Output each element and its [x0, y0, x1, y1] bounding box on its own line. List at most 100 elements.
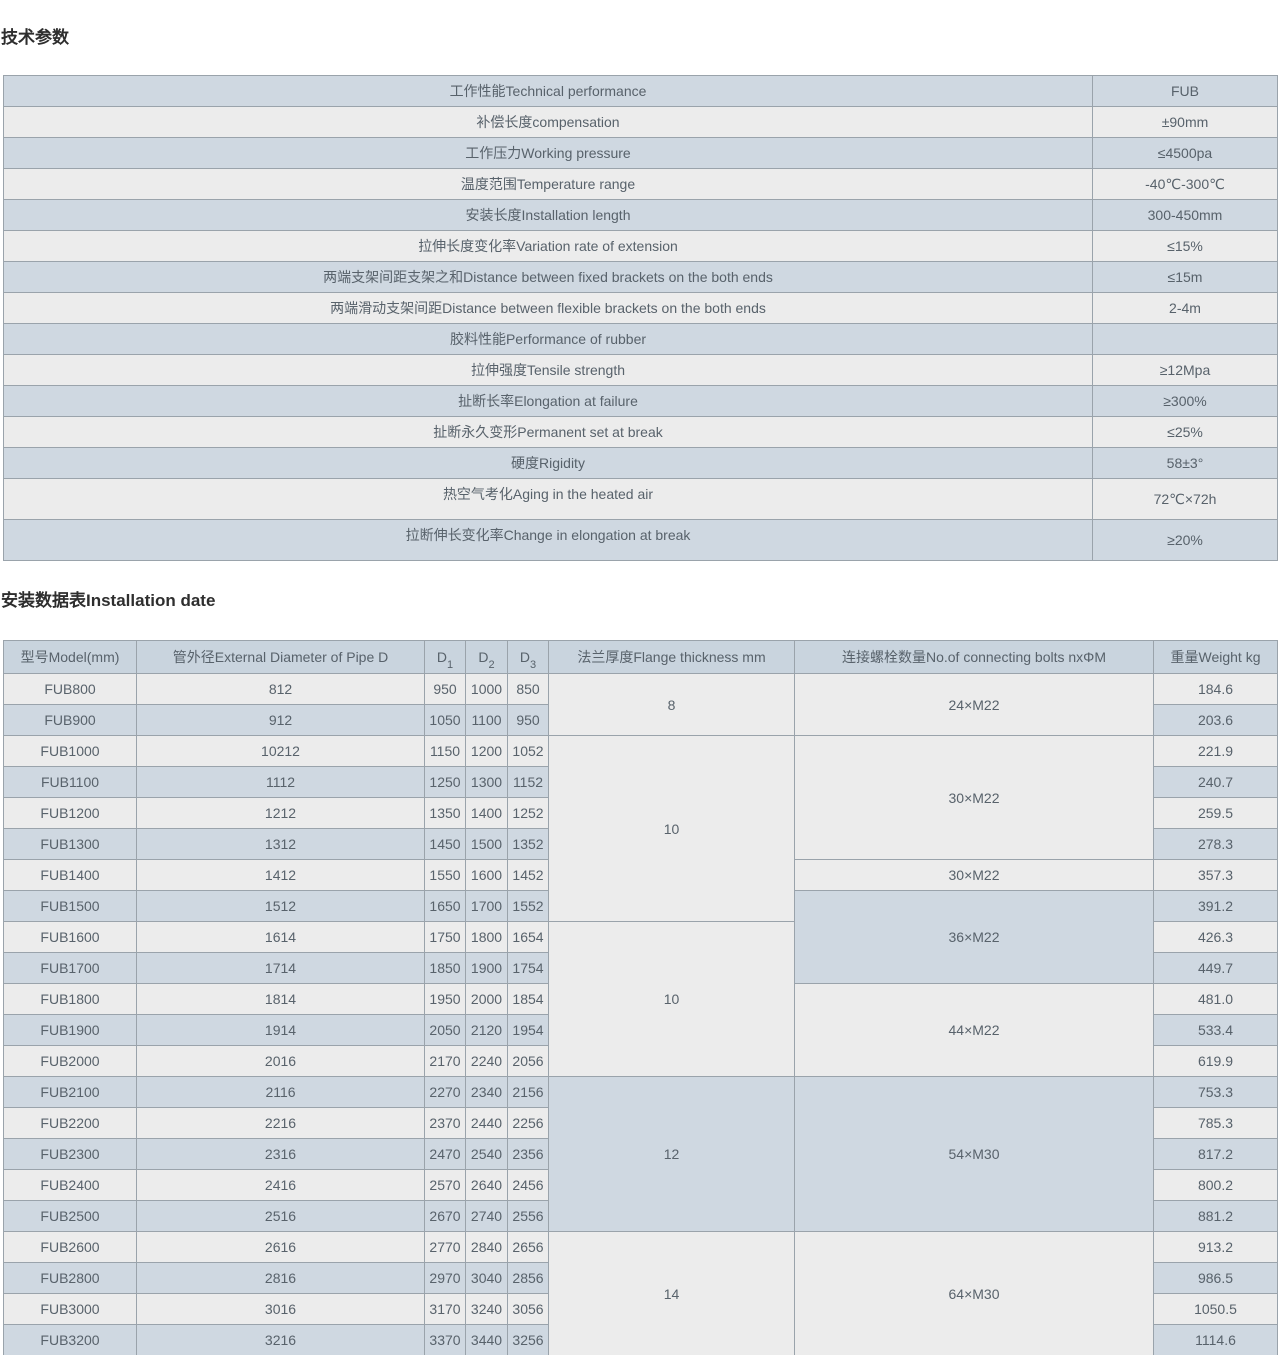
tech-label-cell: 扯断永久变形Permanent set at break	[3, 416, 1093, 448]
installation-table-header: 型号Model(mm) 管外径External Diameter of Pipe…	[3, 640, 1278, 674]
d3-cell: 1052	[507, 735, 549, 767]
d1-cell: 1450	[424, 828, 466, 860]
weight-cell: 391.2	[1153, 890, 1278, 922]
d2-cell: 1700	[465, 890, 508, 922]
d1-cell: 2270	[424, 1076, 466, 1108]
model-cell: FUB2800	[3, 1262, 137, 1294]
model-cell: FUB2200	[3, 1107, 137, 1139]
weight-cell: 203.6	[1153, 704, 1278, 736]
d3-cell: 1654	[507, 921, 549, 953]
tech-value-cell: 58±3°	[1092, 447, 1278, 479]
diameter-cell: 3216	[136, 1324, 425, 1355]
model-cell: FUB2000	[3, 1045, 137, 1077]
weight-cell: 481.0	[1153, 983, 1278, 1015]
flange-thickness-cell: 14	[548, 1231, 795, 1355]
d2-cell: 3440	[465, 1324, 508, 1355]
connecting-bolts-cell: 24×M22	[794, 673, 1154, 736]
d2-cell: 2340	[465, 1076, 508, 1108]
d1-cell: 1050	[424, 704, 466, 736]
diameter-cell: 2416	[136, 1169, 425, 1201]
d2-cell: 2640	[465, 1169, 508, 1201]
model-cell: FUB3000	[3, 1293, 137, 1325]
weight-cell: 1114.6	[1153, 1324, 1278, 1355]
weight-cell: 753.3	[1153, 1076, 1278, 1108]
d2-cell: 1000	[465, 673, 508, 705]
install-row: FUB1500 1512 1650 1700 1552 36×M22 391.2	[3, 890, 1278, 984]
install-row: FUB1100 1112 1250 1300 1152 240.7	[3, 766, 1278, 798]
install-row: FUB1600 1614 1750 1800 1654 10 426.3	[3, 921, 1278, 1077]
d1-cell: 1950	[424, 983, 466, 1015]
d3-cell: 1152	[507, 766, 549, 798]
tech-value-cell: ±90mm	[1092, 106, 1278, 138]
d3-cell: 2356	[507, 1138, 549, 1170]
diameter-cell: 1914	[136, 1014, 425, 1046]
weight-cell: 259.5	[1153, 797, 1278, 829]
weight-cell: 278.3	[1153, 828, 1278, 860]
tech-params-table: 工作性能Technical performance FUB 补偿长度compensa…	[3, 75, 1278, 561]
d1-cell: 950	[424, 673, 466, 705]
d3-cell: 2156	[507, 1076, 549, 1108]
tech-row: 两端支架间距支架之和Distance between fixed bracket…	[3, 261, 1278, 293]
install-row: FUB2600 2616 2770 2840 2656 14 64×M30 913.2	[3, 1231, 1278, 1355]
model-cell: FUB2300	[3, 1138, 137, 1170]
tech-value-cell: ≥12Mpa	[1092, 354, 1278, 386]
d1-cell: 1550	[424, 859, 466, 891]
tech-label-cell: 工作性能Technical performance	[3, 75, 1093, 107]
model-cell: FUB1400	[3, 859, 137, 891]
d2-cell: 2740	[465, 1200, 508, 1232]
connecting-bolts-cell: 30×M22	[794, 735, 1154, 860]
d1-cell: 1650	[424, 890, 466, 922]
d2-cell: 2120	[465, 1014, 508, 1046]
d3-cell: 850	[507, 673, 549, 705]
d1-cell: 1350	[424, 797, 466, 829]
d3-cell: 2456	[507, 1169, 549, 1201]
flange-thickness-cell: 12	[548, 1076, 795, 1232]
diameter-cell: 2616	[136, 1231, 425, 1263]
weight-cell: 817.2	[1153, 1138, 1278, 1170]
model-cell: FUB3200	[3, 1324, 137, 1355]
d3-cell: 1352	[507, 828, 549, 860]
installation-header-row: 型号Model(mm) 管外径External Diameter of Pipe…	[3, 640, 1278, 674]
tech-label-cell: 拉伸长度变化率Variation rate of extension	[3, 230, 1093, 262]
d1-cell: 2570	[424, 1169, 466, 1201]
diameter-cell: 3016	[136, 1293, 425, 1325]
diameter-cell: 1412	[136, 859, 425, 891]
d3-cell: 1854	[507, 983, 549, 1015]
tech-row: 硬度Rigidity 58±3°	[3, 447, 1278, 479]
d1-cell: 3170	[424, 1293, 466, 1325]
install-row: FUB800 812 950 1000 850 8 24×M22 184.6	[3, 673, 1278, 736]
d3-cell: 3056	[507, 1293, 549, 1325]
model-cell: FUB1600	[3, 921, 137, 953]
connecting-bolts-cell: 54×M30	[794, 1076, 1154, 1232]
d3-cell: 1452	[507, 859, 549, 891]
weight-cell: 881.2	[1153, 1200, 1278, 1232]
d1-cell: 1750	[424, 921, 466, 953]
install-row: FUB2000 2016 2170 2240 2056 619.9	[3, 1045, 1278, 1077]
install-row: FUB1200 1212 1350 1400 1252 259.5	[3, 797, 1278, 829]
d3-cell: 2556	[507, 1200, 549, 1232]
model-cell: FUB1100	[3, 766, 137, 798]
tech-label-cell: 温度范围Temperature range	[3, 168, 1093, 200]
d2-cell: 3040	[465, 1262, 508, 1294]
model-cell: FUB2400	[3, 1169, 137, 1201]
tech-value-cell	[1092, 323, 1278, 355]
weight-cell: 357.3	[1153, 859, 1278, 891]
weight-cell: 785.3	[1153, 1107, 1278, 1139]
model-cell: FUB900	[3, 704, 137, 736]
tech-value-cell: FUB	[1092, 75, 1278, 107]
tech-label-cell: 拉伸强度Tensile strength	[3, 354, 1093, 386]
install-row: FUB2800 2816 2970 3040 2856 986.5	[3, 1262, 1278, 1294]
d1-cell: 2770	[424, 1231, 466, 1263]
installation-table: 型号Model(mm) 管外径External Diameter of Pipe…	[3, 640, 1278, 1355]
d1-cell: 1150	[424, 735, 466, 767]
diameter-cell: 1112	[136, 766, 425, 798]
col-header-model: 型号Model(mm)	[3, 640, 137, 674]
install-row: FUB900 912 1050 1100 950 203.6	[3, 704, 1278, 736]
d2-cell: 1200	[465, 735, 508, 767]
d3-cell: 1552	[507, 890, 549, 922]
tech-label-cell: 补偿长度compensation	[3, 106, 1093, 138]
d3-cell: 2856	[507, 1262, 549, 1294]
diameter-cell: 1212	[136, 797, 425, 829]
installation-title: 安装数据表Installation date	[1, 591, 216, 610]
weight-cell: 1050.5	[1153, 1293, 1278, 1325]
